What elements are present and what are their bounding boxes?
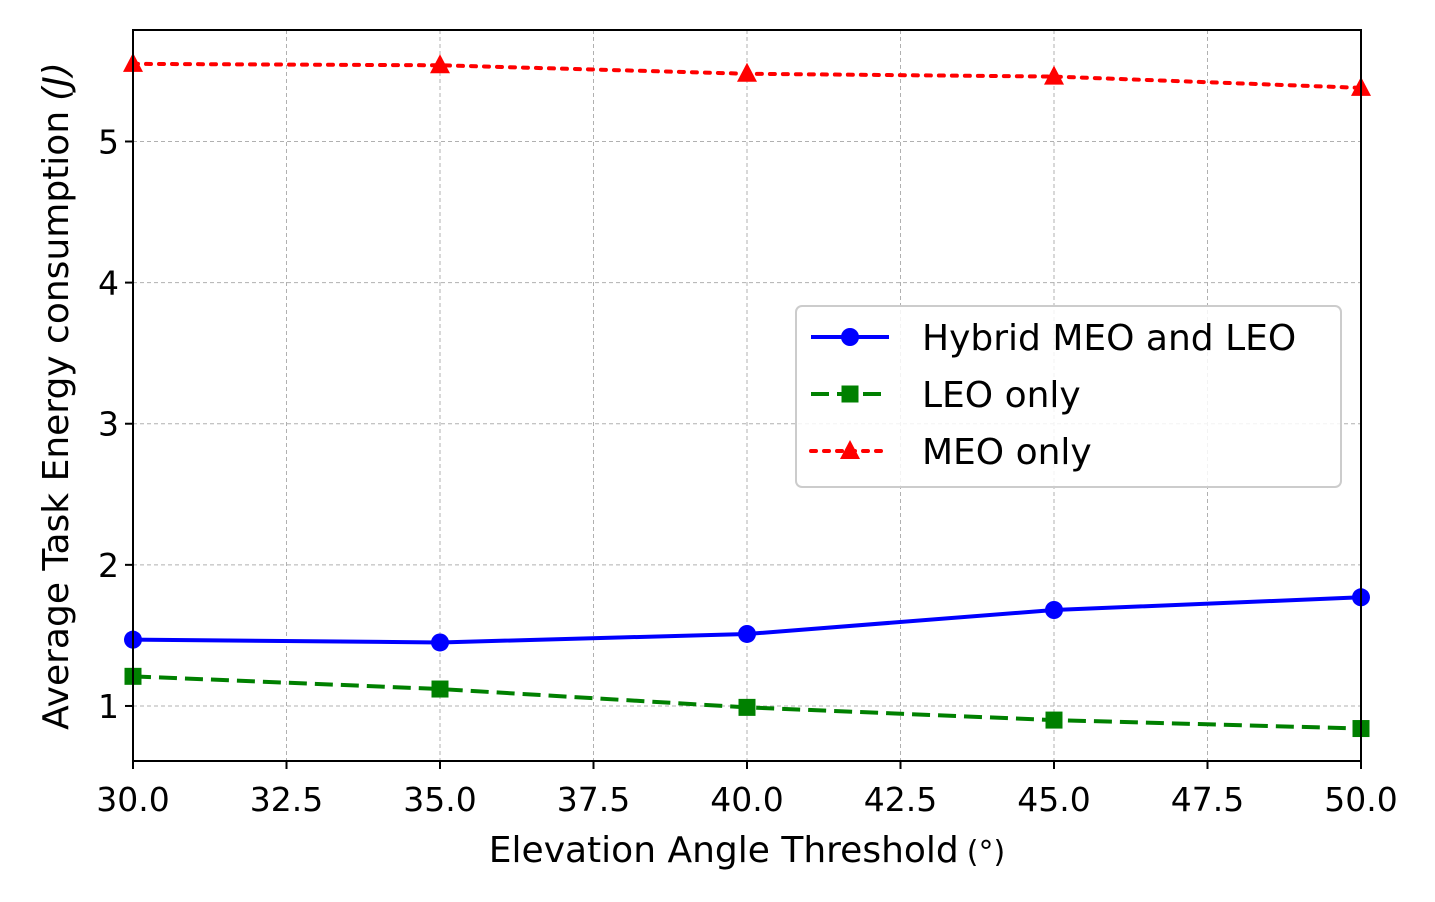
data-point-leo-only [431,680,449,698]
y-tick-label: 3 [98,405,119,444]
x-tick-label: 35.0 [403,780,476,819]
legend-entry-leo-only: LEO only [811,375,1081,416]
legend-label: MEO only [922,432,1092,473]
legend-entry-meo-only: MEO only [809,432,1092,473]
legend-items: Hybrid MEO and LEO LEO only MEO only [809,318,1296,473]
x-tick-label: 37.5 [557,780,630,819]
x-tick-label: 32.5 [250,780,323,819]
y-tick-label: 2 [98,546,119,585]
x-tick-label: 50.0 [1324,780,1397,819]
x-tick-label: 42.5 [864,780,937,819]
legend-label: Hybrid MEO and LEO [922,318,1296,359]
y-tick-label: 5 [98,122,119,161]
data-point-meo-only [737,62,757,82]
legend-marker-leo-only [841,385,859,403]
legend-label: LEO only [922,375,1081,416]
data-point-hybrid-meo-and-leo [431,633,449,652]
legend[interactable]: Hybrid MEO and LEO LEO only MEO only [795,305,1342,488]
data-point-hybrid-meo-and-leo [1045,601,1063,620]
series-group [123,52,1371,738]
series-leo-only [124,667,1370,738]
y-tick-label: 4 [98,264,119,303]
x-tick-label: 45.0 [1017,780,1090,819]
y-axis-label: Average Task Energy consumption(J) [36,62,77,730]
legend-entry-hybrid-meo-and-leo: Hybrid MEO and LEO [811,318,1296,359]
y-tick-label: 1 [98,687,119,726]
x-axis-label: Elevation Angle Threshold (°) [489,830,1005,871]
data-point-meo-only [1044,65,1064,85]
legend-box [795,305,1342,488]
data-point-leo-only [738,698,756,716]
axis-ticks: 30.0 32.5 35.0 37.5 40.0 42.5 45.0 47.5 50.0 1 2 3 4… [96,122,1397,819]
legend-marker-hybrid-meo-and-leo [841,328,859,346]
data-point-hybrid-meo-and-leo [738,624,756,643]
x-tick-label: 40.0 [710,780,783,819]
legend-marker-meo-only [840,440,860,459]
x-tick-label: 30.0 [96,780,169,819]
data-point-leo-only [1045,711,1063,729]
x-tick-label: 47.5 [1171,780,1244,819]
data-point-meo-only [430,54,450,74]
